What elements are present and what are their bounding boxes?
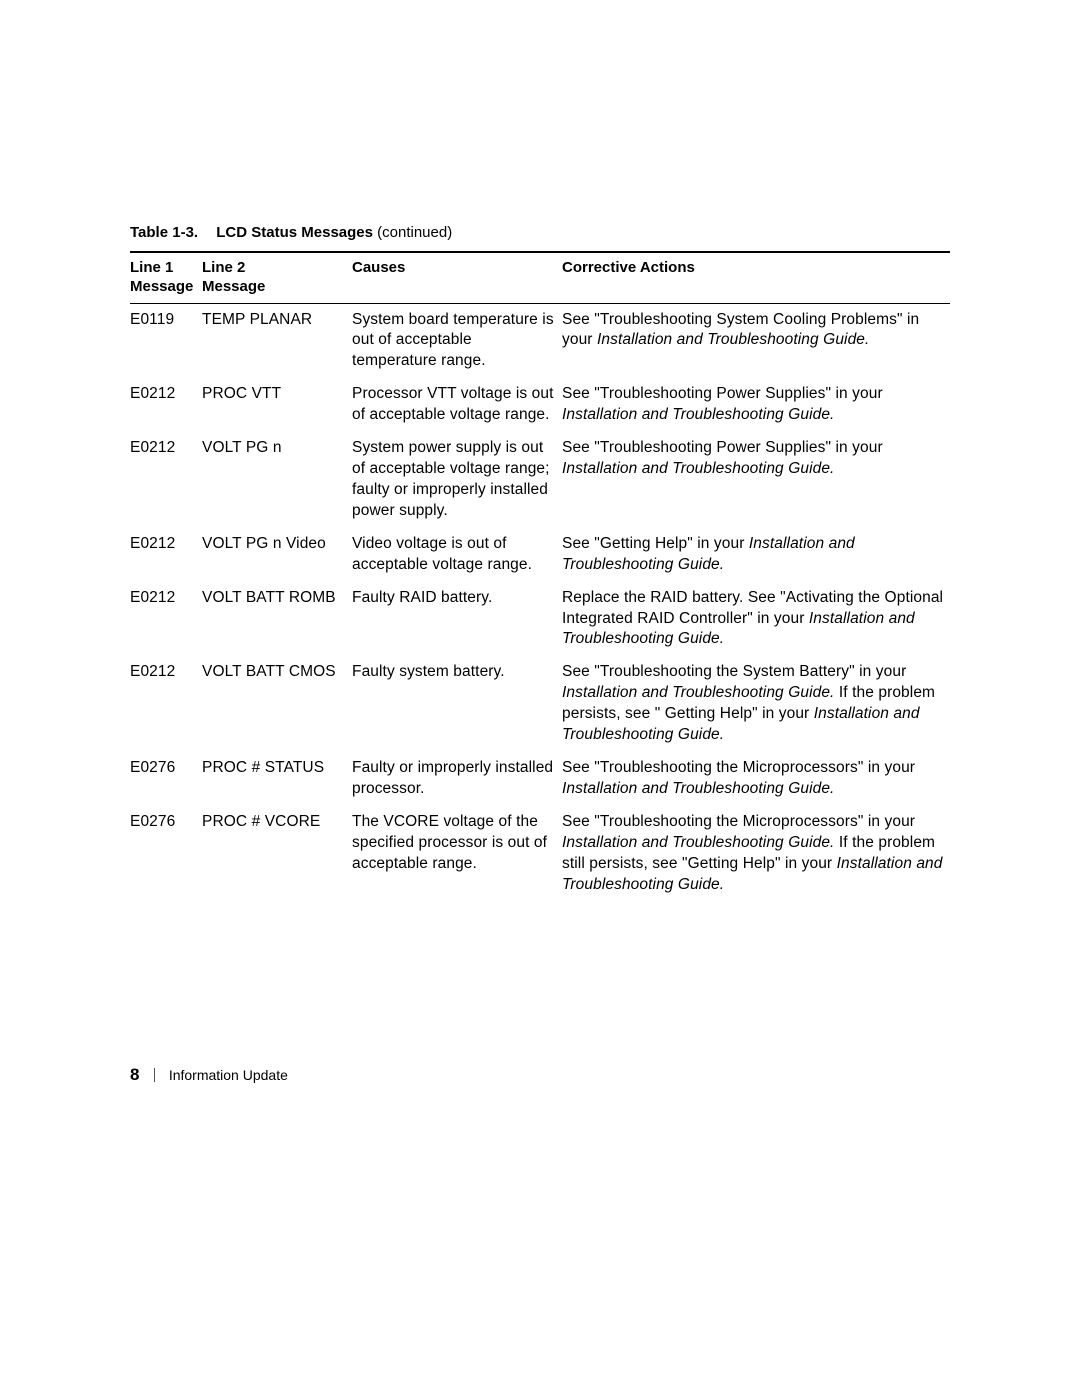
action-doc-title: Installation and Troubleshooting Guide. — [562, 406, 834, 423]
table-caption: Table 1-3. LCD Status Messages (continue… — [130, 224, 950, 241]
page-footer: 8 Information Update — [130, 1065, 288, 1085]
cell-action: See "Getting Help" in your Installation … — [562, 528, 950, 582]
cell-action: See "Troubleshooting the Microprocessors… — [562, 806, 950, 902]
header-line1b: Message — [130, 278, 193, 295]
table-row: E0119TEMP PLANARSystem board temperature… — [130, 303, 950, 378]
action-doc-title: Installation and Troubleshooting Guide. — [562, 460, 834, 477]
table-row: E0276PROC # STATUSFaulty or improperly i… — [130, 752, 950, 806]
cell-line1: E0276 — [130, 806, 202, 902]
header-causes: Causes — [352, 252, 562, 303]
header-line1a: Line 1 — [130, 259, 173, 276]
cell-line1: E0212 — [130, 528, 202, 582]
action-text: See "Troubleshooting the Microprocessors… — [562, 813, 915, 830]
table-row: E0212PROC VTTProcessor VTT voltage is ou… — [130, 378, 950, 432]
cell-line1: E0212 — [130, 432, 202, 528]
caption-title-text: LCD Status Messages — [216, 224, 373, 241]
document-page: Table 1-3. LCD Status Messages (continue… — [0, 0, 1080, 1397]
footer-separator — [154, 1068, 155, 1082]
section-title: Information Update — [169, 1067, 288, 1083]
caption-title: LCD Status Messages (continued) — [216, 224, 452, 241]
cell-line1: E0212 — [130, 378, 202, 432]
action-text: See "Troubleshooting the System Battery"… — [562, 663, 906, 680]
table-row: E0212VOLT BATT CMOSFaulty system battery… — [130, 656, 950, 752]
cell-line1: E0212 — [130, 582, 202, 657]
cell-action: See "Troubleshooting Power Supplies" in … — [562, 432, 950, 528]
caption-label: Table 1-3. — [130, 224, 198, 241]
cell-line1: E0119 — [130, 303, 202, 378]
table-row: E0212VOLT BATT ROMBFaulty RAID battery.R… — [130, 582, 950, 657]
cell-cause: Faulty or improperly installed processor… — [352, 752, 562, 806]
action-doc-title: Installation and Troubleshooting Guide. — [562, 834, 834, 851]
action-doc-title: Installation and Troubleshooting Guide. — [597, 331, 869, 348]
action-doc-title: Installation and Troubleshooting Guide. — [562, 684, 834, 701]
action-text: See "Troubleshooting Power Supplies" in … — [562, 385, 883, 402]
cell-line2: PROC VTT — [202, 378, 352, 432]
action-text: See "Troubleshooting Power Supplies" in … — [562, 439, 883, 456]
cell-line1: E0212 — [130, 656, 202, 752]
header-line2: Line 2 Message — [202, 252, 352, 303]
cell-action: See "Troubleshooting Power Supplies" in … — [562, 378, 950, 432]
cell-cause: Faulty system battery. — [352, 656, 562, 752]
cell-line2: VOLT PG n Video — [202, 528, 352, 582]
table-row: E0276PROC # VCOREThe VCORE voltage of th… — [130, 806, 950, 902]
cell-action: See "Troubleshooting System Cooling Prob… — [562, 303, 950, 378]
cell-cause: Video voltage is out of acceptable volta… — [352, 528, 562, 582]
cell-line1: E0276 — [130, 752, 202, 806]
cell-action: See "Troubleshooting the Microprocessors… — [562, 752, 950, 806]
cell-line2: VOLT PG n — [202, 432, 352, 528]
action-text: See "Troubleshooting the Microprocessors… — [562, 759, 915, 776]
cell-cause: The VCORE voltage of the specified proce… — [352, 806, 562, 902]
header-line2a: Line 2 — [202, 259, 245, 276]
table-row: E0212VOLT PG nSystem power supply is out… — [130, 432, 950, 528]
header-line1: Line 1 Message — [130, 252, 202, 303]
page-number: 8 — [130, 1065, 139, 1084]
table-body: E0119TEMP PLANARSystem board temperature… — [130, 303, 950, 902]
cell-line2: TEMP PLANAR — [202, 303, 352, 378]
cell-line2: PROC # STATUS — [202, 752, 352, 806]
action-doc-title: Installation and Troubleshooting Guide. — [562, 780, 834, 797]
caption-continued: (continued) — [373, 224, 452, 241]
header-actions: Corrective Actions — [562, 252, 950, 303]
table-header-row: Line 1 Message Line 2 Message Causes Cor… — [130, 252, 950, 303]
header-line2b: Message — [202, 278, 265, 295]
cell-action: Replace the RAID battery. See "Activatin… — [562, 582, 950, 657]
cell-action: See "Troubleshooting the System Battery"… — [562, 656, 950, 752]
cell-line2: VOLT BATT ROMB — [202, 582, 352, 657]
cell-cause: Faulty RAID battery. — [352, 582, 562, 657]
lcd-status-messages-table: Line 1 Message Line 2 Message Causes Cor… — [130, 251, 950, 902]
action-text: See "Getting Help" in your — [562, 535, 749, 552]
cell-line2: PROC # VCORE — [202, 806, 352, 902]
cell-cause: System board temperature is out of accep… — [352, 303, 562, 378]
cell-cause: Processor VTT voltage is out of acceptab… — [352, 378, 562, 432]
cell-line2: VOLT BATT CMOS — [202, 656, 352, 752]
table-row: E0212VOLT PG n VideoVideo voltage is out… — [130, 528, 950, 582]
cell-cause: System power supply is out of acceptable… — [352, 432, 562, 528]
